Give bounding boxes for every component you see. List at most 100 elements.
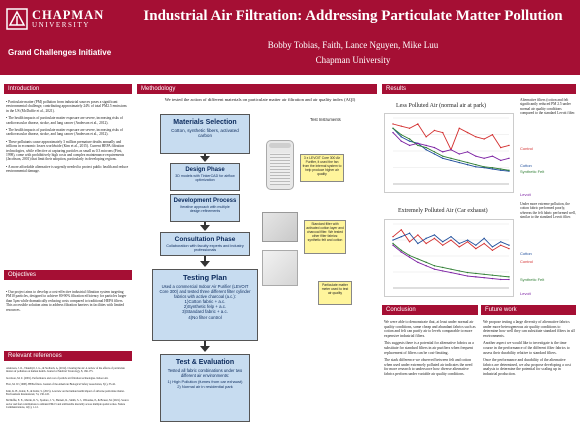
chart2-frame [384,219,514,297]
testing-plan-body: Used a commercial Indoor Air Purifier (L… [159,284,251,299]
references-heading: Relevant references [4,351,132,361]
instrument-note-filter: Standard filter with activated cotton la… [304,220,346,254]
data-point [483,166,485,168]
data-point [475,247,477,250]
data-point [458,246,460,248]
data-point [392,239,394,241]
data-point [433,146,436,149]
data-point [433,153,436,155]
references-body: Anderson, J. O., Thundiyil, J. G., & Sto… [6,367,130,413]
materials-body: Cotton, synthetic fibers, activated carb… [171,128,239,138]
reference-item: Kim, K. H., Kabir, E., & Kabir, S. (2015… [6,389,125,397]
data-point [392,235,394,238]
data-point [408,256,411,258]
objectives-heading: Objectives [4,270,132,280]
data-point [466,151,469,153]
methodology-intro: We tested the action of different materi… [164,97,356,102]
filter-fabric-image [262,212,298,242]
introduction-heading: Introduction [4,84,132,94]
data-point [433,268,436,270]
university-logo: CHAPMAN UNIVERSITY Grand Challenges Init… [4,4,122,70]
intro-bullet: Particulate matter (PM) pollution from i… [6,100,130,113]
intro-bullet: A more affordable alternative is urgentl… [6,165,130,174]
development-body: Iterative approach with multiple design … [180,205,230,213]
chapman-shield-icon [6,8,28,30]
legend-control: Control [520,146,533,151]
flow-arrow-stem [204,256,206,262]
data-point [500,169,502,171]
data-point [450,159,452,162]
data-point [483,242,485,245]
data-point [483,273,485,276]
conclusion-paragraph: This suggests there is a potential for a… [384,341,474,355]
data-point [500,244,502,246]
data-point [400,134,402,136]
data-point [491,277,494,280]
data-point [425,237,427,240]
data-point [508,244,510,246]
chart1-title: Less Polluted Air (normal air at park) [396,103,486,109]
data-point [483,237,485,240]
consultation-body: Collaboration with faculty experts and i… [166,244,244,252]
data-point [491,274,494,276]
data-point [475,166,477,168]
flow-arrow [200,225,210,231]
data-point [400,136,402,138]
poster-authors: Bobby Tobias, Faith, Lance Nguyen, Mike … [267,40,439,50]
data-point [450,157,452,159]
data-point [400,229,402,231]
data-point [442,131,444,134]
legend2-levoit: Levoit [520,291,531,296]
data-point [466,164,469,166]
conclusion-heading: Conclusion [382,305,478,315]
flow-arrow-stem [204,222,206,226]
consultation-title: Consultation Phase [174,236,236,243]
reference-item: McDuffie, E. E., Martin, R. V., Spadaro,… [6,399,129,410]
data-point [425,149,427,151]
data-point [417,142,419,144]
purifier-top [269,143,291,148]
data-point [466,241,469,243]
poster-affiliation: Chapman University [315,55,391,65]
future-paragraph: Once the performance and durability of t… [483,358,571,376]
flow-arrow [200,156,210,162]
objective-bullet: Our project aims to develop a cost-effec… [6,290,130,312]
legend-cotton: Cotton [520,163,532,168]
data-point [466,131,469,134]
future-paragraph: Another aspect we would like to investig… [483,341,570,355]
intro-bullet: The health impacts of particulate matter… [6,128,130,137]
test-eval-body: Tested all fabric combinations under two… [167,368,243,378]
introduction-body: Particulate matter (PM) pollution from i… [6,100,130,177]
data-point [475,136,477,138]
testing-plan-box: Testing Plan Used a commercial Indoor Ai… [152,269,258,341]
data-point [408,140,411,142]
data-point [508,276,510,278]
data-point [433,234,436,236]
data-point [475,244,477,246]
data-point [483,157,485,159]
legend2-control: Control [520,259,533,264]
data-point [417,258,419,260]
intro-bullet: These pollutants cause approximately 3 m… [6,140,130,162]
data-point [466,161,469,164]
data-point [458,270,460,272]
data-point [392,123,394,125]
instrument-note-meter: Particulate matter meter used to test ai… [318,281,352,305]
data-point [483,138,485,140]
data-point [408,127,411,129]
legend2-felt: Synthetic Felt [520,277,545,282]
data-point [458,242,460,245]
data-point [417,234,419,236]
data-point [491,249,494,252]
data-point [500,146,502,149]
testing-plan-item: 4)No filter control [188,314,222,320]
data-point [458,159,460,162]
data-point [491,246,494,248]
data-point [491,155,494,157]
data-point [408,144,411,147]
data-point [483,277,485,279]
logo-name: CHAPMAN [32,8,105,22]
design-phase-box: Design Phase 3D models with TinkerCAD fo… [170,163,240,191]
data-point [508,157,510,159]
legend-levoit: Levoit [520,192,531,197]
